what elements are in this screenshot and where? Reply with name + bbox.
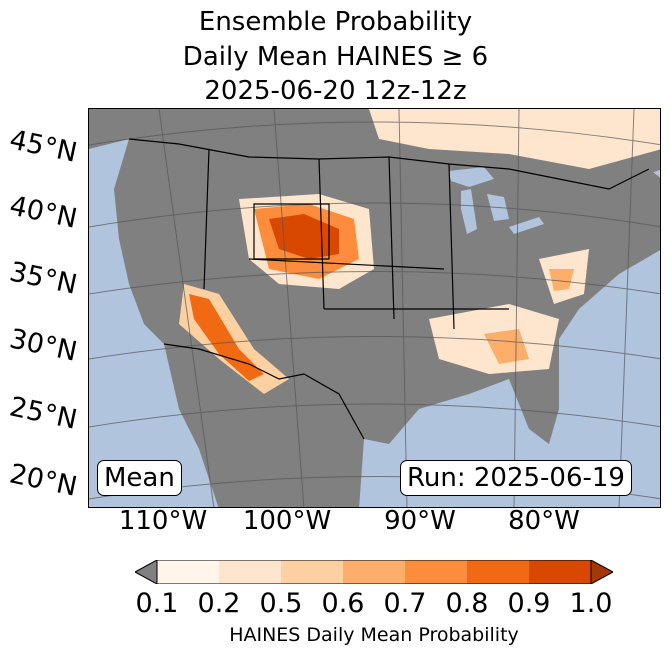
lake-michigan	[461, 189, 477, 234]
lat-label-30: 30°N	[6, 323, 80, 368]
probability-map	[88, 108, 661, 508]
lat-label-20: 20°N	[6, 458, 80, 503]
colorbar-bin-1	[219, 560, 282, 584]
colorbar-tick-0: 0.1	[135, 588, 179, 619]
colorbar-tick-5: 0.8	[445, 588, 489, 619]
lat-label-25: 25°N	[6, 391, 80, 436]
colorbar-tick-1: 0.2	[197, 588, 241, 619]
mean-label-box: Mean	[97, 460, 182, 496]
state-borders	[128, 138, 650, 440]
colorbar-bin-2	[281, 560, 344, 584]
mexico-land	[164, 344, 364, 507]
lon-label-100: 100°W	[242, 506, 332, 536]
title-line-2: Daily Mean HAINES ≥ 6	[182, 42, 489, 72]
title-line-3: 2025-06-20 12z-12z	[204, 76, 467, 106]
colorbar-tick-4: 0.7	[383, 588, 427, 619]
colorbar-tick-3: 0.6	[321, 588, 365, 619]
colorbar	[135, 560, 613, 584]
colorbar-under-arrow	[135, 560, 158, 584]
prob-area-southwest-high	[189, 294, 264, 381]
colorbar-bin-0	[157, 560, 220, 584]
lake-superior	[449, 167, 494, 187]
run-label-box: Run: 2025-06-19	[400, 460, 632, 496]
colorbar-label: HAINES Daily Mean Probability	[229, 624, 519, 646]
lon-label-90: 90°W	[384, 506, 456, 536]
colorbar-tick-7: 1.0	[569, 588, 613, 619]
prob-area-southeast-high	[484, 329, 529, 364]
lat-label-35: 35°N	[6, 256, 80, 301]
lat-label-40: 40°N	[6, 190, 80, 235]
prob-area-virginia-high	[549, 269, 574, 291]
colorbar-frame	[156, 560, 592, 584]
canada-prob-area	[369, 109, 660, 169]
colorbar-over-arrow	[590, 560, 613, 584]
colorbar-bins	[157, 560, 592, 584]
colorbar-bin-4	[405, 560, 468, 584]
colorbar-bin-3	[343, 560, 406, 584]
colorbar-bin-6	[529, 560, 592, 584]
colorbar-tick-6: 0.9	[507, 588, 551, 619]
colorbar-bin-5	[467, 560, 530, 584]
map-canvas	[89, 109, 660, 507]
lat-label-45: 45°N	[6, 124, 80, 169]
lon-label-80: 80°W	[508, 506, 580, 536]
colorbar-tick-2: 0.5	[259, 588, 303, 619]
title-line-1: Ensemble Probability	[198, 7, 473, 37]
lon-label-110: 110°W	[118, 506, 208, 536]
